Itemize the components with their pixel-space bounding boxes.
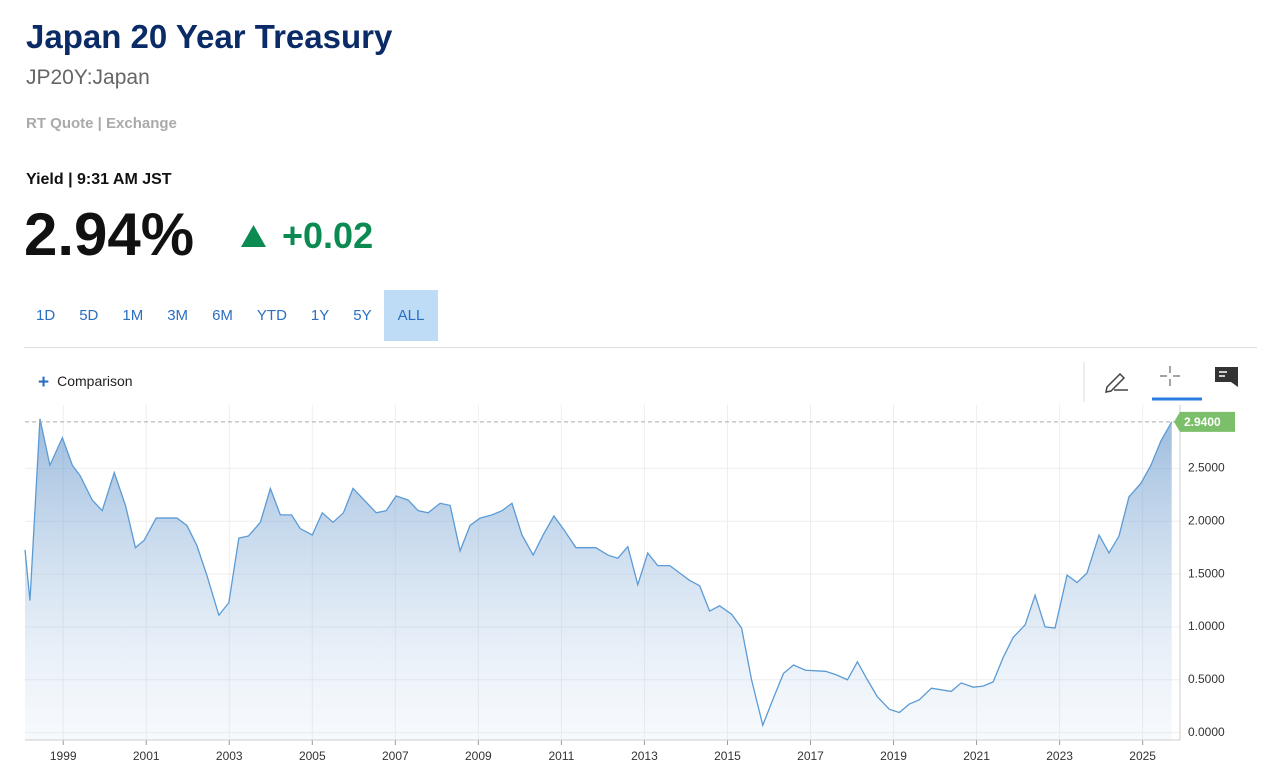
y-tick-label: 0.0000 (1188, 725, 1225, 739)
yield-label: Yield | 9:31 AM JST (26, 171, 172, 188)
x-tick-label: 2005 (299, 749, 326, 763)
x-tick-label: 2019 (880, 749, 907, 763)
area (25, 418, 1172, 740)
x-tick-label: 2017 (797, 749, 824, 763)
comment-tool[interactable] (1215, 367, 1238, 387)
x-tick-label: 2011 (548, 749, 574, 763)
y-tick-label: 2.0000 (1188, 513, 1225, 527)
divider (24, 347, 1257, 348)
crosshair-tool[interactable] (1152, 366, 1202, 401)
range-tabs: 1D 5D 1M 3M 6M YTD 1Y 5Y ALL (24, 290, 439, 341)
x-tick-label: 2021 (963, 749, 990, 763)
x-tick-label: 2025 (1129, 749, 1156, 763)
y-tick-label: 0.5000 (1188, 672, 1225, 686)
change: +0.02 (282, 215, 374, 256)
range-tab[interactable]: 5Y (353, 307, 372, 324)
x-tick-label: 2015 (714, 749, 741, 763)
x-tick-label: 2009 (465, 749, 492, 763)
x-tick-label: 2013 (631, 749, 658, 763)
plot: 0.0000 0.5000 1.0000 1.5000 2.0000 2.5000 1999… (24, 405, 1235, 763)
range-tab[interactable]: 5D (79, 307, 99, 324)
y-tick-label: 2.5000 (1188, 461, 1225, 475)
price: 2.94% (24, 201, 195, 268)
range-tab[interactable]: ALL (383, 290, 439, 341)
range-tab[interactable]: 1Y (310, 307, 330, 324)
quote-source: RT Quote | Exchange (26, 115, 177, 132)
range-tab[interactable]: 1M (122, 307, 144, 324)
title: Japan 20 Year Treasury (26, 18, 393, 55)
range-tab[interactable]: 3M (167, 307, 189, 324)
draw-tool[interactable] (1105, 372, 1128, 393)
x-tick-label: 2023 (1046, 749, 1073, 763)
range-tab[interactable]: 1D (36, 307, 56, 324)
x-tick-label: 2003 (216, 749, 243, 763)
y-tick-label: 1.0000 (1188, 619, 1225, 633)
range-tab[interactable]: YTD (256, 307, 287, 324)
last-value-label: 2.9400 (1184, 415, 1221, 429)
symbol: JP20Y:Japan (26, 66, 150, 89)
last-value-tag (1174, 411, 1235, 432)
y-tick-label: 1.5000 (1188, 566, 1225, 580)
range-tab[interactable]: 6M (212, 307, 233, 324)
x-tick-label: 1999 (50, 749, 77, 763)
comparison-button[interactable]: + Comparison (38, 372, 133, 393)
x-tick-label: 2001 (133, 749, 160, 763)
comparison-label[interactable]: Comparison (57, 373, 133, 389)
x-tick-label: 2007 (382, 749, 409, 763)
line (24, 418, 1173, 728)
up-arrow (241, 225, 266, 247)
